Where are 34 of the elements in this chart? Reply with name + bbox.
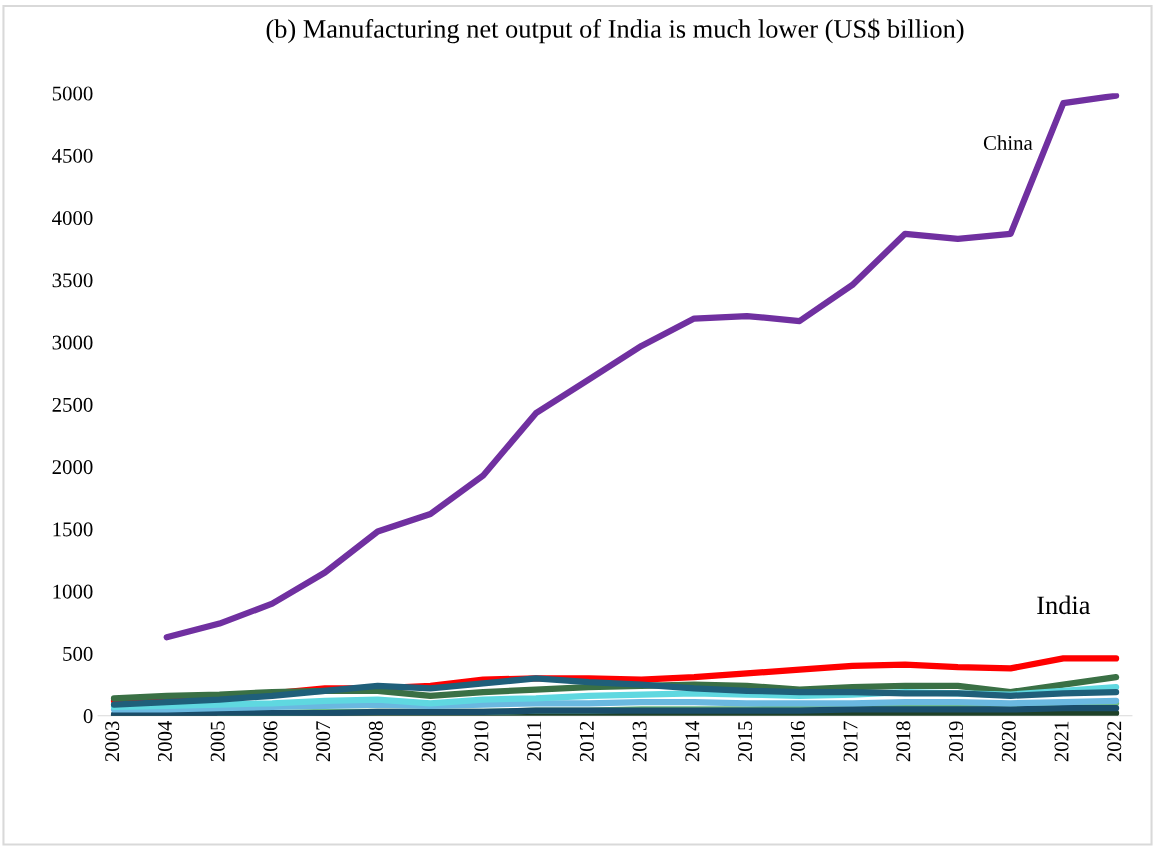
x-tick-label: 2011 [527,721,542,761]
x-tick-label: 2020 [1001,721,1016,762]
x-tick-label: 2017 [843,721,858,762]
y-tick-label: 500 [63,646,93,661]
x-tick-label: 2014 [685,720,700,762]
x-tick-label: 2009 [421,721,436,762]
x-tick-label: 2007 [316,721,331,762]
x-tick-label: 2005 [210,721,225,762]
x-tick-label: 2015 [738,721,753,762]
series-label: India [1037,595,1091,615]
x-tick-label: 2004 [157,720,172,762]
x-tick-label: 2008 [368,721,383,762]
x-tick-label: 2006 [263,721,278,762]
x-tick-label: 2022 [1107,721,1122,762]
y-tick-label: 3500 [52,273,93,288]
y-tick-label: 1000 [53,584,93,599]
x-tick-label: 2019 [949,721,964,762]
x-tick-label: 2016 [790,721,805,762]
y-tick-label: 5000 [52,86,93,101]
y-tick-label: 0 [83,709,93,724]
x-tick-label: 2013 [632,721,647,762]
x-tick-label: 2010 [474,721,489,762]
x-tick-label: 2012 [579,721,594,762]
chart-title: (b) Manufacturing net output of India is much lower (US$ billion) [266,18,964,44]
x-tick-label: 2003 [105,721,120,762]
x-tick-label: 2021 [1054,721,1069,762]
y-tick-label: 2500 [52,397,93,412]
series-label: China [983,135,1033,151]
y-tick-label: 3000 [52,335,93,350]
y-tick-label: 1500 [53,522,93,537]
y-tick-label: 4500 [52,148,93,163]
y-tick-label: 2000 [52,460,93,475]
x-tick-label: 2018 [896,721,911,762]
y-tick-label: 4000 [52,211,93,226]
